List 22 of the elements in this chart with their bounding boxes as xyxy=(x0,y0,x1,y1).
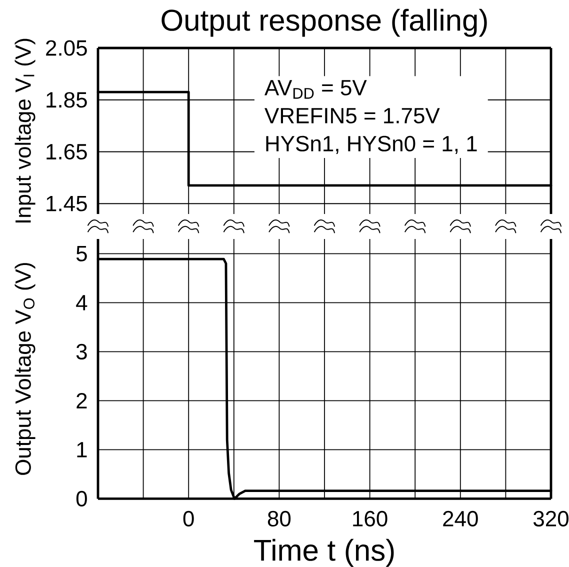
annotation: VREFIN5 = 1.75V xyxy=(264,108,440,124)
x-tick-label: 320 xyxy=(533,510,568,526)
x-tick-label: 160 xyxy=(353,510,388,526)
x-tick-label: 0 xyxy=(183,510,194,526)
y-tick-label: 1.85 xyxy=(46,92,87,108)
y-tick-label: 5 xyxy=(76,246,87,262)
x-axis-title: Time t (ns) xyxy=(254,538,394,567)
chart-title: Output response (falling) xyxy=(162,8,487,37)
x-tick-label: 80 xyxy=(268,510,291,526)
y-tick-label: 4 xyxy=(76,295,88,310)
annotation: HYSn1, HYSn0 = 1, 1 xyxy=(266,136,477,154)
y-tick-label: 0 xyxy=(76,490,87,506)
y-axis-title: Input voltage V$_{I}$ (V) xyxy=(14,38,36,222)
y-tick-label: 2.05 xyxy=(46,40,87,56)
annotation: AV$_{DD}$ = 5V xyxy=(264,80,367,99)
y-tick-label: 1.65 xyxy=(46,144,87,160)
y-tick-label: 3 xyxy=(76,344,87,360)
y-tick-label: 1.45 xyxy=(46,196,87,212)
x-tick-label: 240 xyxy=(443,510,478,526)
y-tick-label: 2 xyxy=(76,393,87,408)
y-axis-title: Output Voltage V$_{O}$ (V) xyxy=(14,263,36,475)
y-tick-label: 1 xyxy=(77,442,87,458)
